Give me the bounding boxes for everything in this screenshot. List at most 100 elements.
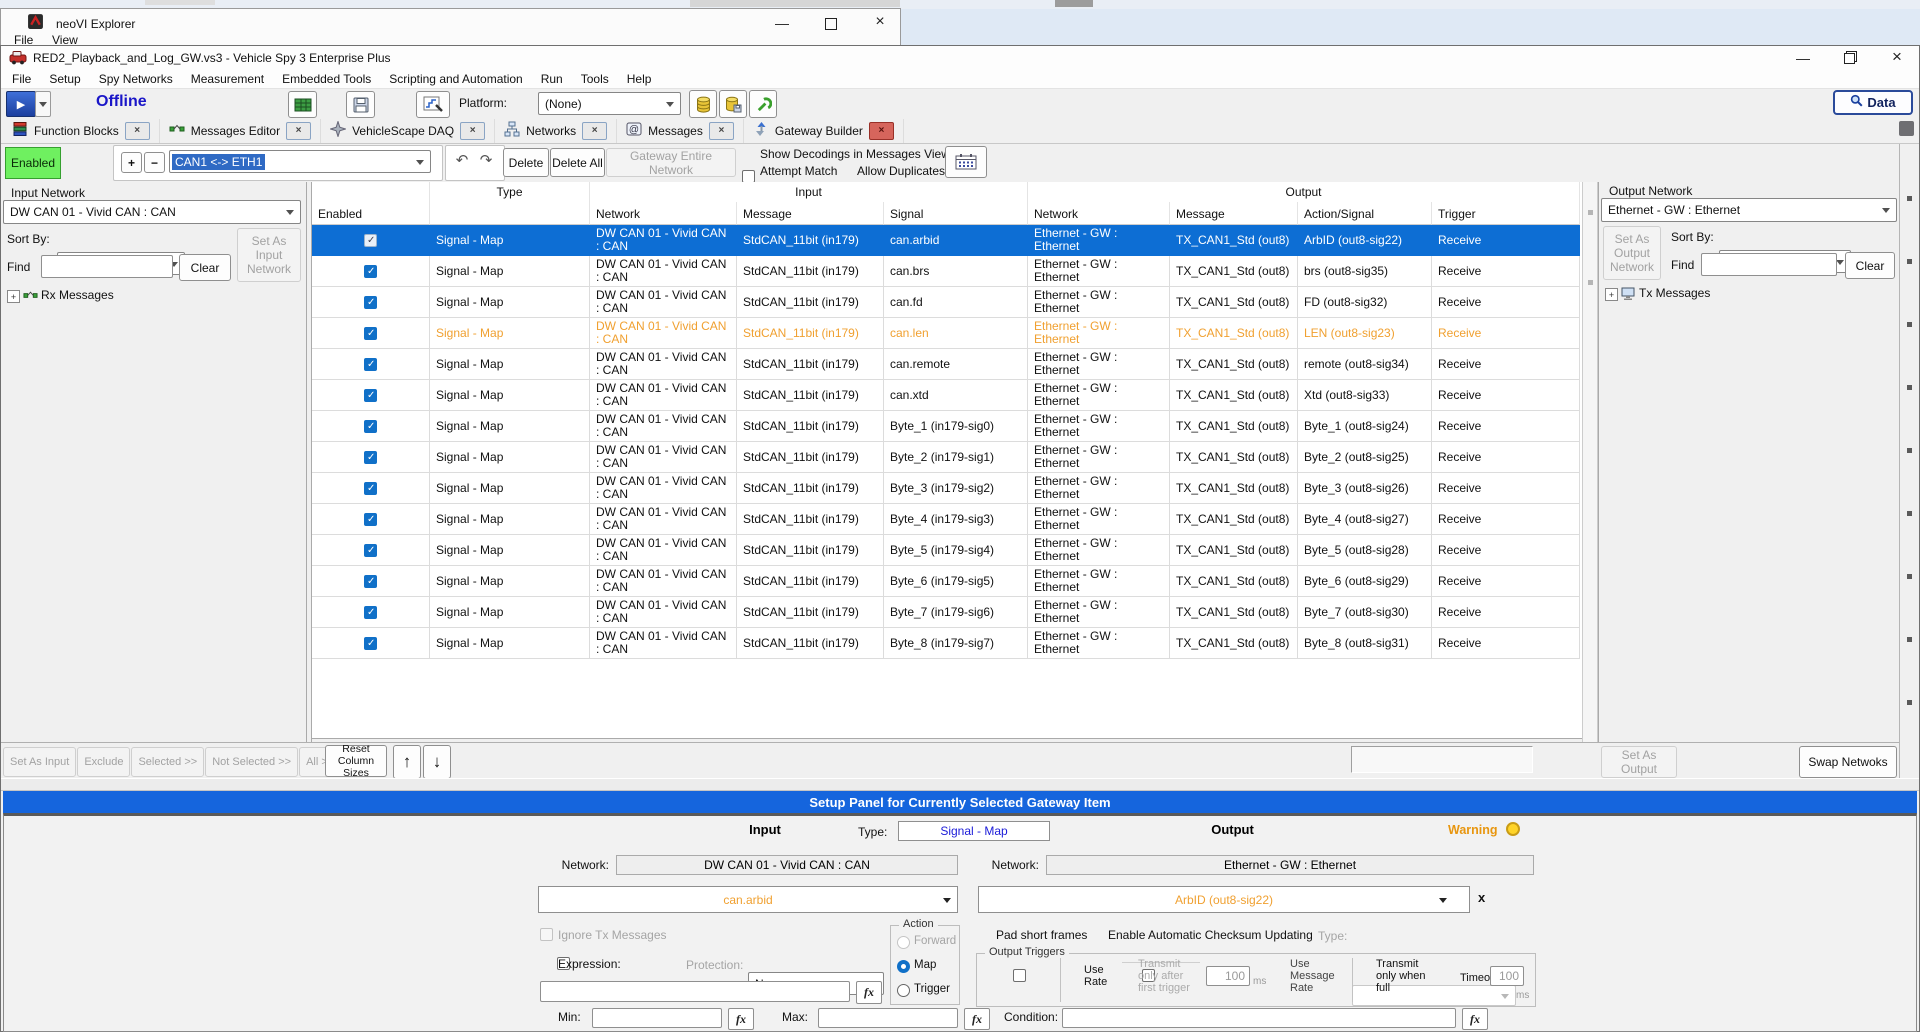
- table-cell-in-signal[interactable]: can.len: [884, 318, 1028, 349]
- table-cell-out-message[interactable]: TX_CAN1_Std (out8): [1170, 442, 1298, 473]
- remove-gateway-button[interactable]: −: [144, 152, 165, 173]
- table-cell-type[interactable]: Signal - Map: [430, 411, 590, 442]
- table-cell-enabled[interactable]: [312, 256, 430, 287]
- row-enabled-checkbox[interactable]: [364, 574, 377, 588]
- neovi-maximize-button[interactable]: [825, 18, 837, 30]
- table-cell-out-network[interactable]: Ethernet - GW : Ethernet: [1028, 442, 1170, 473]
- output-find-input[interactable]: [1701, 253, 1837, 276]
- table-cell-out-message[interactable]: TX_CAN1_Std (out8): [1170, 566, 1298, 597]
- table-cell-action-signal[interactable]: Byte_2 (out8-sig25): [1298, 442, 1432, 473]
- redo-icon[interactable]: ↷: [479, 152, 493, 169]
- delete-all-button[interactable]: Delete All: [550, 148, 605, 177]
- set-as-input-network-button[interactable]: Set As Input Network: [237, 228, 301, 282]
- neovi-close-button[interactable]: ×: [875, 13, 885, 30]
- row-enabled-checkbox[interactable]: [364, 388, 377, 402]
- table-cell-type[interactable]: Signal - Map: [430, 225, 590, 256]
- table-cell-type[interactable]: Signal - Map: [430, 535, 590, 566]
- table-cell-type[interactable]: Signal - Map: [430, 473, 590, 504]
- neovi-menu-file[interactable]: File: [14, 33, 34, 47]
- table-cell-trigger[interactable]: Receive: [1432, 504, 1580, 535]
- row-enabled-checkbox[interactable]: [364, 295, 377, 309]
- tab-close-icon[interactable]: ×: [124, 121, 150, 140]
- table-cell-action-signal[interactable]: Xtd (out8-sig33): [1298, 380, 1432, 411]
- condition-input[interactable]: [1062, 1008, 1456, 1028]
- min-input[interactable]: [592, 1008, 722, 1028]
- dock-panel-handle[interactable]: [1907, 322, 1912, 327]
- table-cell-action-signal[interactable]: ArbID (out8-sig22): [1298, 225, 1432, 256]
- footer-button-not-selected-[interactable]: Not Selected >>: [205, 747, 299, 777]
- table-cell-out-network[interactable]: Ethernet - GW : Ethernet: [1028, 597, 1170, 628]
- menu-item-scripting-and-automation[interactable]: Scripting and Automation: [389, 71, 523, 86]
- max-input[interactable]: [818, 1008, 958, 1028]
- tab-networks[interactable]: Networks ×: [495, 118, 618, 143]
- table-cell-in-signal[interactable]: can.remote: [884, 349, 1028, 380]
- table-cell-enabled[interactable]: [312, 473, 430, 504]
- table-cell-in-network[interactable]: DW CAN 01 - Vivid CAN : CAN: [590, 628, 737, 659]
- table-cell-type[interactable]: Signal - Map: [430, 287, 590, 318]
- expression-input[interactable]: [540, 981, 850, 1002]
- table-cell-action-signal[interactable]: FD (out8-sig32): [1298, 287, 1432, 318]
- tab-messages-editor[interactable]: Messages Editor ×: [160, 118, 322, 143]
- table-cell-enabled[interactable]: [312, 535, 430, 566]
- table-cell-trigger[interactable]: Receive: [1432, 225, 1580, 256]
- table-cell-trigger[interactable]: Receive: [1432, 318, 1580, 349]
- condition-fx-button[interactable]: fx: [1462, 1008, 1488, 1030]
- move-down-button[interactable]: ↓: [423, 745, 451, 779]
- table-cell-trigger[interactable]: Receive: [1432, 349, 1580, 380]
- table-cell-action-signal[interactable]: brs (out8-sig35): [1298, 256, 1432, 287]
- table-cell-in-message[interactable]: StdCAN_11bit (in179): [737, 349, 884, 380]
- output-find-clear-button[interactable]: Clear: [1845, 252, 1895, 279]
- table-cell-action-signal[interactable]: Byte_8 (out8-sig31): [1298, 628, 1432, 659]
- table-cell-trigger[interactable]: Receive: [1432, 473, 1580, 504]
- table-cell-enabled[interactable]: [312, 442, 430, 473]
- table-cell-in-message[interactable]: StdCAN_11bit (in179): [737, 504, 884, 535]
- table-cell-type[interactable]: Signal - Map: [430, 380, 590, 411]
- table-cell-in-network[interactable]: DW CAN 01 - Vivid CAN : CAN: [590, 380, 737, 411]
- table-cell-out-network[interactable]: Ethernet - GW : Ethernet: [1028, 535, 1170, 566]
- table-cell-trigger[interactable]: Receive: [1432, 628, 1580, 659]
- checksum-checkbox[interactable]: [1142, 969, 1156, 982]
- table-cell-action-signal[interactable]: Byte_6 (out8-sig29): [1298, 566, 1432, 597]
- tab-function-blocks[interactable]: Function Blocks ×: [3, 118, 160, 143]
- action-map-radio[interactable]: [897, 960, 910, 973]
- table-cell-trigger[interactable]: Receive: [1432, 380, 1580, 411]
- window-restore-button[interactable]: [1844, 53, 1855, 64]
- input-network-select[interactable]: DW CAN 01 - Vivid CAN : CAN: [3, 200, 301, 224]
- delete-button[interactable]: Delete: [503, 148, 549, 177]
- row-enabled-checkbox[interactable]: [364, 636, 377, 650]
- tab-messages[interactable]: @ Messages ×: [617, 118, 744, 143]
- table-cell-out-network[interactable]: Ethernet - GW : Ethernet: [1028, 504, 1170, 535]
- row-enabled-checkbox[interactable]: [364, 512, 377, 526]
- swap-networks-button[interactable]: Swap Netwoks: [1799, 746, 1897, 778]
- table-cell-in-network[interactable]: DW CAN 01 - Vivid CAN : CAN: [590, 597, 737, 628]
- table-cell-out-message[interactable]: TX_CAN1_Std (out8): [1170, 504, 1298, 535]
- table-cell-out-message[interactable]: TX_CAN1_Std (out8): [1170, 287, 1298, 318]
- table-cell-type[interactable]: Signal - Map: [430, 442, 590, 473]
- menu-item-embedded-tools[interactable]: Embedded Tools: [282, 71, 372, 86]
- table-cell-enabled[interactable]: [312, 566, 430, 597]
- messages-view-icon[interactable]: [288, 91, 317, 118]
- table-cell-enabled[interactable]: [312, 597, 430, 628]
- table-cell-type[interactable]: Signal - Map: [430, 628, 590, 659]
- table-cell-in-signal[interactable]: Byte_2 (in179-sig1): [884, 442, 1028, 473]
- table-cell-in-message[interactable]: StdCAN_11bit (in179): [737, 318, 884, 349]
- table-cell-trigger[interactable]: Receive: [1432, 535, 1580, 566]
- table-cell-action-signal[interactable]: LEN (out8-sig23): [1298, 318, 1432, 349]
- table-cell-in-signal[interactable]: can.arbid: [884, 225, 1028, 256]
- table-cell-in-message[interactable]: StdCAN_11bit (in179): [737, 411, 884, 442]
- gateway-enabled-button[interactable]: Enabled: [5, 147, 61, 179]
- table-cell-out-message[interactable]: TX_CAN1_Std (out8): [1170, 597, 1298, 628]
- database-icon[interactable]: [689, 90, 717, 118]
- table-cell-action-signal[interactable]: Byte_5 (out8-sig28): [1298, 535, 1432, 566]
- table-cell-action-signal[interactable]: Byte_4 (out8-sig27): [1298, 504, 1432, 535]
- tx-messages-expand-icon[interactable]: +: [1605, 288, 1618, 301]
- dock-panel-handle[interactable]: [1907, 511, 1912, 516]
- set-as-output-network-button[interactable]: Set As Output Network: [1603, 226, 1661, 280]
- menu-item-tools[interactable]: Tools: [580, 71, 609, 86]
- expression-checkbox[interactable]: [557, 957, 571, 970]
- table-cell-type[interactable]: Signal - Map: [430, 597, 590, 628]
- gateway-name-input[interactable]: CAN1 <-> ETH1: [169, 150, 431, 173]
- neovi-minimize-button[interactable]: —: [775, 15, 789, 31]
- table-cell-trigger[interactable]: Receive: [1432, 256, 1580, 287]
- table-cell-in-network[interactable]: DW CAN 01 - Vivid CAN : CAN: [590, 287, 737, 318]
